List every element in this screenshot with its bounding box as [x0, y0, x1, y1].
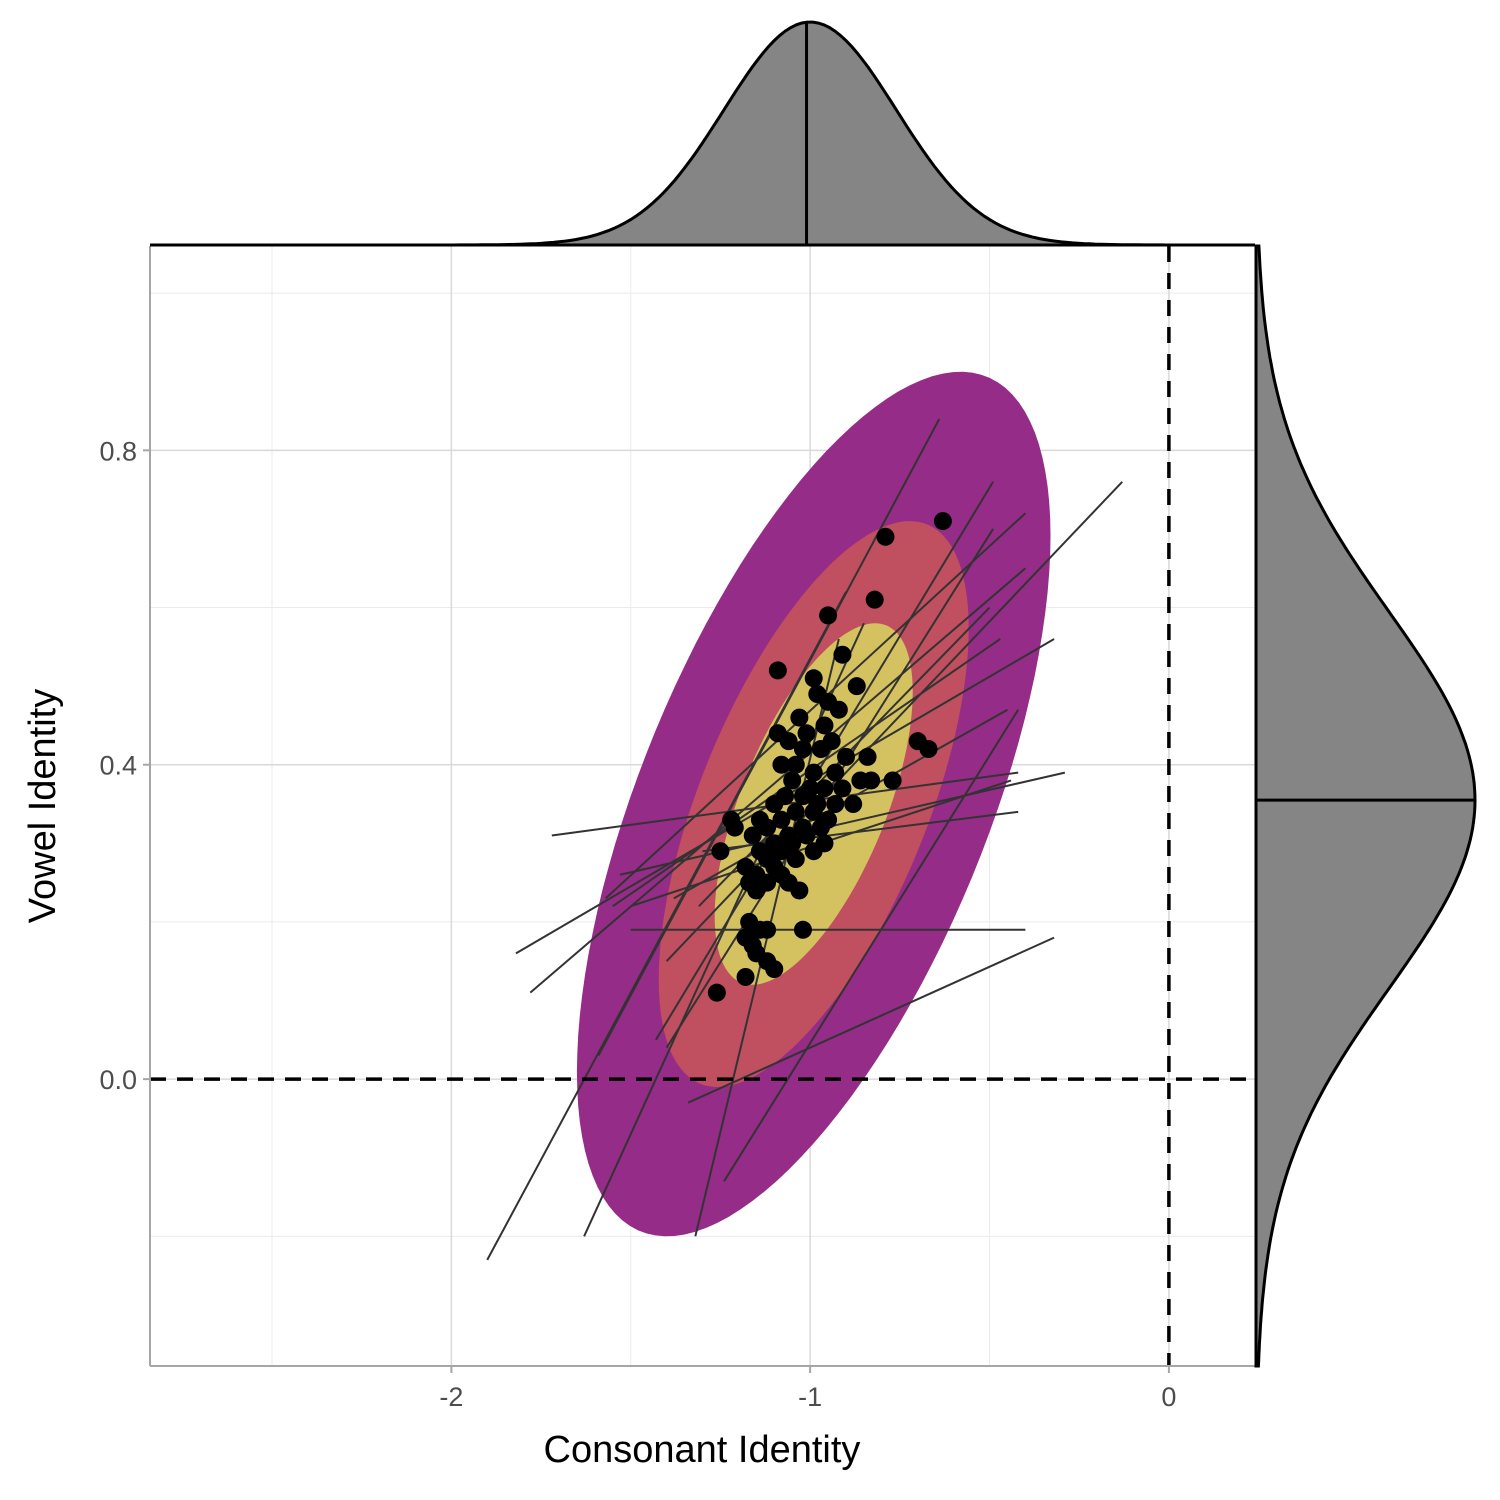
data-point	[765, 795, 784, 814]
data-point	[743, 826, 762, 845]
data-point	[793, 787, 812, 806]
data-point	[772, 755, 791, 774]
data-point	[736, 967, 755, 986]
x-tick-label: 0	[1161, 1382, 1176, 1412]
data-point	[786, 755, 805, 774]
data-point	[772, 810, 791, 829]
data-point	[829, 700, 848, 719]
data-point	[815, 716, 834, 735]
data-point	[811, 818, 830, 837]
regression-line	[619, 771, 1066, 876]
y-tick-label: 0.8	[99, 436, 137, 466]
data-point	[786, 850, 805, 869]
data-point	[847, 677, 866, 696]
data-point	[876, 527, 895, 546]
data-points	[707, 512, 952, 1002]
data-point	[815, 779, 834, 798]
x-axis-title: Consonant Identity	[544, 1429, 861, 1471]
x-tick-label: -2	[439, 1382, 463, 1412]
data-point	[811, 740, 830, 759]
data-point	[833, 645, 852, 664]
regression-line	[486, 591, 847, 1261]
data-point	[862, 771, 881, 790]
data-point	[804, 763, 823, 782]
data-point	[779, 732, 798, 751]
data-point	[790, 708, 809, 727]
data-point	[768, 661, 787, 680]
x-tick-label: -1	[798, 1382, 822, 1412]
y-marginal-density-curve	[1254, 244, 1477, 1368]
tick-labels: -2 -1 0 0.0 0.4 0.8	[99, 436, 1176, 1412]
data-point	[837, 747, 856, 766]
y-axis-title: Vowel Identity	[22, 689, 64, 923]
data-point	[826, 763, 845, 782]
regression-line	[723, 709, 1020, 1182]
reference-lines	[150, 246, 1255, 1366]
data-point	[833, 779, 852, 798]
data-point	[772, 842, 791, 861]
data-point	[797, 826, 816, 845]
data-point	[793, 740, 812, 759]
data-point	[804, 802, 823, 821]
data-point	[865, 590, 884, 609]
axes	[149, 246, 1255, 1367]
y-tick-label: 0.4	[99, 751, 137, 781]
data-point	[711, 842, 730, 861]
y-tick-label: 0.0	[99, 1065, 137, 1095]
regression-line	[687, 936, 1055, 1104]
data-point	[826, 795, 845, 814]
data-point	[858, 747, 877, 766]
data-point	[804, 842, 823, 861]
data-point	[933, 512, 952, 531]
data-point	[919, 740, 938, 759]
data-point	[883, 771, 902, 790]
data-point	[765, 960, 784, 979]
data-point	[797, 724, 816, 743]
data-point	[707, 983, 726, 1002]
data-point	[844, 795, 863, 814]
data-point	[758, 818, 777, 837]
data-point	[747, 881, 766, 900]
data-point	[725, 818, 744, 837]
right-marginal-density	[1254, 244, 1477, 1368]
data-point	[783, 771, 802, 790]
regression-lines	[486, 418, 1123, 1261]
data-point	[819, 606, 838, 625]
data-point	[758, 920, 777, 939]
top-marginal-density	[150, 20, 1255, 247]
data-point	[790, 881, 809, 900]
x-marginal-density-curve	[150, 20, 1255, 247]
data-point	[793, 920, 812, 939]
data-point	[786, 802, 805, 821]
regression-line	[604, 512, 1027, 900]
data-point	[804, 669, 823, 688]
regression-line	[529, 567, 1027, 994]
